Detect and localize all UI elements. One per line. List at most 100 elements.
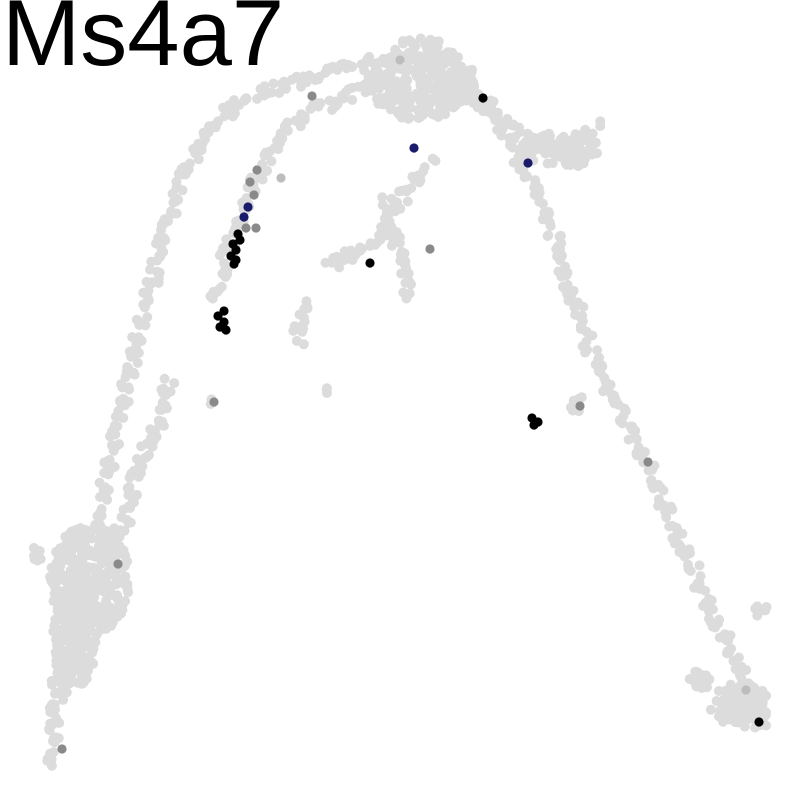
background-cell	[640, 447, 650, 457]
background-cell	[104, 568, 115, 579]
background-cell	[62, 667, 72, 678]
background-cell	[49, 567, 60, 578]
background-cell	[430, 155, 441, 166]
background-cell	[66, 610, 77, 621]
background-cell	[331, 251, 342, 262]
background-cell	[581, 135, 592, 146]
background-cell	[103, 558, 114, 569]
background-cell	[158, 247, 169, 257]
background-cell	[131, 453, 142, 464]
chart-title: Ms4a7	[2, 0, 285, 85]
background-cell	[76, 542, 87, 553]
background-cell	[733, 652, 744, 663]
background-cell	[580, 153, 591, 164]
background-cell	[219, 258, 229, 268]
background-cell	[45, 748, 56, 759]
background-cell	[595, 121, 606, 131]
background-cell	[648, 483, 659, 494]
background-cell	[309, 73, 320, 84]
background-cell	[61, 597, 72, 608]
background-cell	[152, 255, 163, 266]
background-cell	[587, 330, 598, 341]
expressing-cell	[57, 744, 67, 754]
expressing-cell	[239, 212, 249, 222]
background-cell	[394, 237, 405, 248]
expressing-cell	[529, 420, 539, 430]
expressing-cell	[741, 685, 751, 695]
background-cell	[695, 679, 706, 690]
background-cell	[106, 610, 117, 621]
background-cell	[58, 629, 69, 640]
background-cell	[338, 93, 349, 104]
background-cell	[255, 84, 266, 94]
background-cell	[86, 578, 97, 589]
expressing-cell	[241, 223, 251, 233]
background-cell	[411, 71, 422, 82]
background-cell	[543, 230, 554, 241]
background-cell	[542, 158, 553, 169]
background-cell	[592, 148, 602, 159]
background-cell	[700, 585, 711, 596]
background-cell	[550, 147, 561, 158]
background-cell	[193, 154, 204, 165]
background-cell	[367, 85, 378, 96]
background-cell	[759, 605, 769, 616]
background-cell	[315, 98, 326, 109]
background-cell	[523, 147, 534, 158]
background-cell	[241, 193, 252, 203]
background-cell	[28, 542, 39, 553]
background-cell	[697, 670, 708, 681]
background-cell	[456, 78, 467, 89]
background-cell	[519, 172, 530, 183]
background-cell	[184, 158, 195, 169]
background-cell	[45, 718, 56, 729]
background-cell	[52, 654, 62, 665]
background-cell	[620, 406, 631, 416]
background-cell	[112, 593, 123, 604]
background-cell	[118, 393, 129, 404]
background-cell	[538, 198, 548, 209]
background-cell	[581, 336, 592, 347]
expressing-cell	[243, 202, 253, 212]
background-cell	[723, 635, 734, 646]
background-cell	[415, 95, 426, 106]
background-cell	[710, 622, 720, 633]
background-cell	[108, 580, 119, 590]
background-cell	[347, 95, 358, 105]
background-cell	[142, 312, 153, 323]
background-cell	[410, 41, 421, 52]
background-cell	[592, 345, 603, 356]
background-cell	[93, 541, 104, 552]
expressing-cell	[276, 173, 286, 183]
expressing-cell	[221, 325, 231, 335]
background-cell	[109, 461, 120, 472]
background-cell	[212, 117, 223, 128]
background-cell	[158, 383, 169, 394]
background-cell	[339, 255, 350, 265]
background-cell	[605, 379, 616, 390]
background-cell	[203, 127, 214, 138]
background-cell	[110, 411, 121, 422]
background-cell	[146, 278, 157, 289]
background-cell	[116, 512, 127, 523]
background-cell	[53, 733, 64, 744]
background-cell	[507, 142, 518, 153]
background-cell	[138, 287, 149, 298]
background-cell	[401, 76, 412, 87]
expressing-cell	[307, 91, 317, 101]
background-cell	[355, 242, 365, 253]
background-cell	[386, 83, 396, 93]
background-cell	[221, 234, 232, 245]
background-cell	[120, 571, 131, 582]
background-cell	[330, 96, 341, 107]
background-cell	[422, 45, 433, 56]
background-cell	[572, 152, 583, 162]
background-cell	[578, 301, 589, 312]
background-cell	[667, 504, 678, 515]
background-cell	[78, 534, 88, 545]
background-cell	[754, 689, 764, 700]
background-cell	[734, 670, 745, 680]
background-cell	[445, 99, 456, 110]
background-cell	[347, 62, 358, 72]
background-cell	[677, 528, 688, 539]
